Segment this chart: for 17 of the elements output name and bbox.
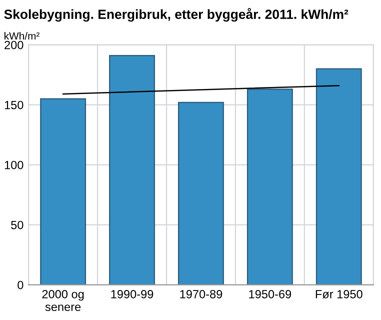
bar (40, 98, 86, 285)
y-tick-label: 100 (4, 160, 24, 170)
chart-title: Skolebygning. Energibruk, etter byggeår. 2011. kWh/m² (4, 8, 348, 22)
y-tick-label: 150 (4, 100, 24, 110)
y-tick-label: 200 (4, 40, 24, 50)
y-tick-label: 0 (18, 280, 24, 290)
x-tick-label: 1970-89 (180, 290, 222, 298)
bar (109, 55, 155, 285)
x-tick-label: 1950-69 (249, 290, 292, 298)
bar (178, 102, 224, 285)
bar (246, 88, 293, 285)
x-tick-label: Før 1950 (316, 290, 362, 298)
x-tick-label: 1990-99 (111, 290, 154, 298)
y-axis-title: kWh/m² (4, 32, 40, 40)
y-tick-label: 50 (11, 220, 24, 230)
x-tick-label: 2000 og senere (42, 290, 84, 312)
bar (316, 68, 362, 285)
